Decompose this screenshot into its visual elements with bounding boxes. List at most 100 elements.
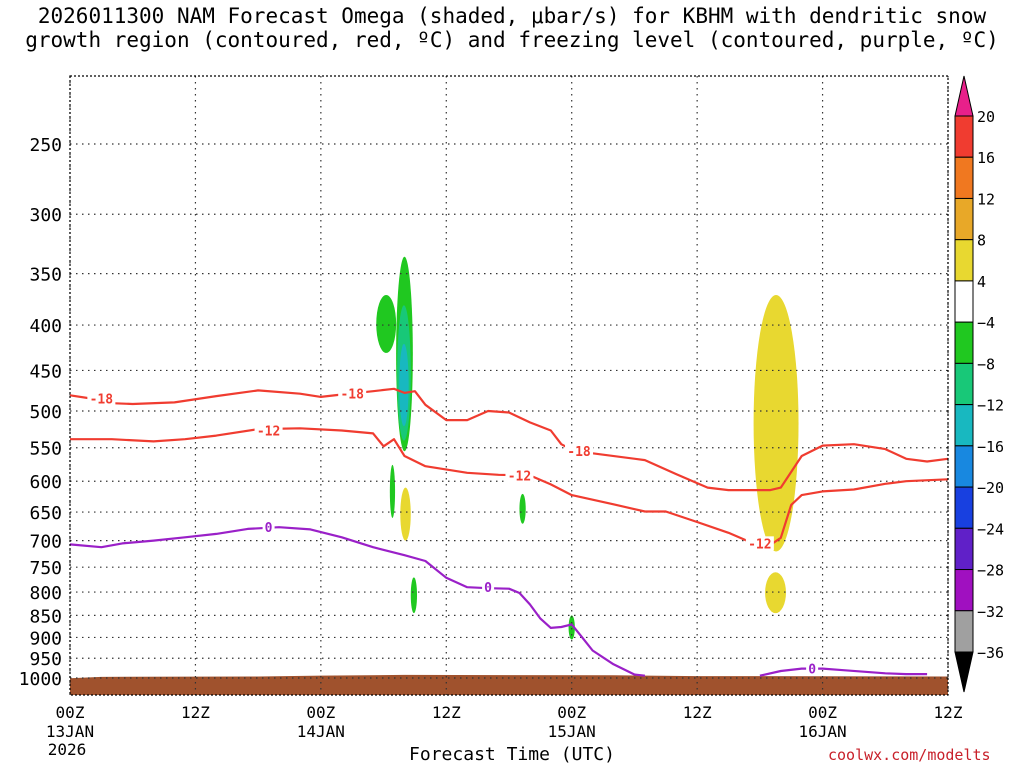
x-axis-label: Forecast Time (UTC) xyxy=(409,744,615,765)
omega-region-5 xyxy=(400,487,411,541)
terrain-fill xyxy=(70,674,948,695)
title-line-2: growth region (contoured, red, ºC) and f… xyxy=(25,28,999,52)
colorbar-block-11 xyxy=(954,527,974,571)
omega-region-8 xyxy=(568,615,575,640)
colorbar-block-6 xyxy=(954,321,974,364)
x-tick-date-72: 16JAN xyxy=(798,722,846,741)
colorbar-label-12: −32 xyxy=(977,603,1004,621)
y-tick-label-600: 600 xyxy=(29,472,62,493)
contour-label-0-2: -18 xyxy=(567,445,591,460)
plot-frame xyxy=(69,75,949,696)
colorbar-block-2 xyxy=(954,156,974,199)
y-tick-label-450: 450 xyxy=(29,361,62,382)
x-tick-date-0: 13JAN xyxy=(46,722,94,741)
x-tick-label-48: 00Z xyxy=(557,703,586,722)
x-tick-label-60: 12Z xyxy=(683,703,712,722)
colorbar-block-10 xyxy=(954,486,974,529)
y-tick-label-350: 350 xyxy=(29,265,62,286)
y-tick-label-550: 550 xyxy=(29,439,62,460)
contour-label-bg-0-1 xyxy=(338,386,367,401)
colorbar-label-10: −24 xyxy=(977,520,1004,538)
x-tick-label-24: 00Z xyxy=(306,703,335,722)
colorbar-label-2: 12 xyxy=(977,190,995,208)
plot-area xyxy=(70,76,948,695)
colorbar-label-1: 16 xyxy=(977,149,995,167)
y-tick-label-650: 650 xyxy=(29,503,62,524)
colorbar-block-13 xyxy=(954,610,974,653)
y-tick-label-900: 900 xyxy=(29,628,62,649)
contour-label-bg-1-0 xyxy=(254,423,283,438)
colorbar-block-1 xyxy=(954,115,974,158)
y-tick-label-500: 500 xyxy=(29,402,62,423)
colorbar-block-9 xyxy=(954,445,974,488)
contour-line-0 xyxy=(69,387,949,492)
contour-label-1-0: -12 xyxy=(257,425,280,440)
omega-region-7 xyxy=(519,493,526,524)
contour-label-bg-2-0 xyxy=(262,520,275,535)
contour-label-bg-3-0 xyxy=(806,661,819,676)
y-tick-label-300: 300 xyxy=(29,205,62,226)
x-tick-label-0: 00Z xyxy=(56,703,85,722)
contour-line-2 xyxy=(69,526,646,677)
y-tick-label-1000: 1000 xyxy=(19,669,62,690)
contour-label-bg-2-1 xyxy=(482,580,495,595)
contour-label-bg-0-2 xyxy=(565,444,594,459)
x-tick-label-72: 00Z xyxy=(808,703,837,722)
contour-label-2-1: 0 xyxy=(484,581,492,596)
colorbar-block-7 xyxy=(954,362,974,406)
x-tick-label-36: 12Z xyxy=(432,703,461,722)
colorbar-label-11: −28 xyxy=(977,562,1004,580)
omega-shading xyxy=(376,256,799,640)
y-tick-label-250: 250 xyxy=(29,135,62,156)
y-tick-label-850: 850 xyxy=(29,606,62,627)
colorbar-label-6: −8 xyxy=(977,355,995,373)
contour-label-bg-1-1 xyxy=(505,468,534,483)
chart-title: 2026011300 NAM Forecast Omega (shaded, μ… xyxy=(0,4,1024,52)
contour-line-3 xyxy=(759,667,928,677)
colorbar-label-4: 4 xyxy=(977,273,986,291)
colorbar-block-5 xyxy=(954,280,974,323)
colorbar-label-9: −20 xyxy=(977,479,1004,497)
y-tick-label-800: 800 xyxy=(29,583,62,604)
x-tick-date-24: 14JAN xyxy=(297,722,345,741)
contour-label-bg-1-2 xyxy=(745,536,774,551)
axes: 2503003504004505005506006507007508008509… xyxy=(19,75,963,759)
omega-region-10 xyxy=(765,572,786,614)
contour-label-1-2: -12 xyxy=(748,537,771,552)
contour-label-bg-0-0 xyxy=(87,391,116,406)
colorbar: 20 16 12 8 4 −4 −8 −12 −16 −20 −24 −28 −32 −36 xyxy=(954,75,1004,693)
grid-lines xyxy=(69,76,949,695)
contour-label-0-1: -18 xyxy=(340,388,364,403)
colorbar-label-8: −16 xyxy=(977,438,1004,456)
colorbar-label-0: 20 xyxy=(977,108,995,126)
plot-background xyxy=(70,76,948,695)
omega-region-9 xyxy=(753,295,799,552)
colorbar-top-arrow xyxy=(954,75,974,117)
colorbar-block-4 xyxy=(954,239,974,282)
colorbar-bottom-arrow xyxy=(954,651,974,693)
y-tick-label-750: 750 xyxy=(29,558,62,579)
y-tick-label-700: 700 xyxy=(29,532,62,553)
contour-label-0-0: -18 xyxy=(90,392,114,407)
credit-link[interactable]: coolwx.com/modelts xyxy=(828,746,991,764)
contour-label-3-0: 0 xyxy=(808,663,816,678)
contour-label-2-0: 0 xyxy=(265,521,273,536)
colorbar-label-7: −12 xyxy=(977,397,1004,415)
contour-label-1-1: -12 xyxy=(508,469,531,484)
omega-region-3 xyxy=(399,343,409,427)
y-tick-label-950: 950 xyxy=(29,649,62,670)
colorbar-block-8 xyxy=(954,404,974,447)
colorbar-label-3: 8 xyxy=(977,232,986,250)
omega-region-4 xyxy=(389,464,396,518)
y-tick-label-400: 400 xyxy=(29,316,62,337)
colorbar-block-12 xyxy=(954,569,974,612)
omega-region-6 xyxy=(410,577,418,614)
x-tick-label-12: 12Z xyxy=(181,703,210,722)
contour-lines: -18 -18 -18 -12 -12 -12 0 0 0 xyxy=(69,386,949,678)
x-tick-date-48: 15JAN xyxy=(548,722,596,741)
title-line-1: 2026011300 NAM Forecast Omega (shaded, μ… xyxy=(37,4,987,28)
terrain-surface xyxy=(70,674,948,695)
colorbar-label-13: −36 xyxy=(977,644,1004,662)
x-tick-label-84: 12Z xyxy=(934,703,963,722)
